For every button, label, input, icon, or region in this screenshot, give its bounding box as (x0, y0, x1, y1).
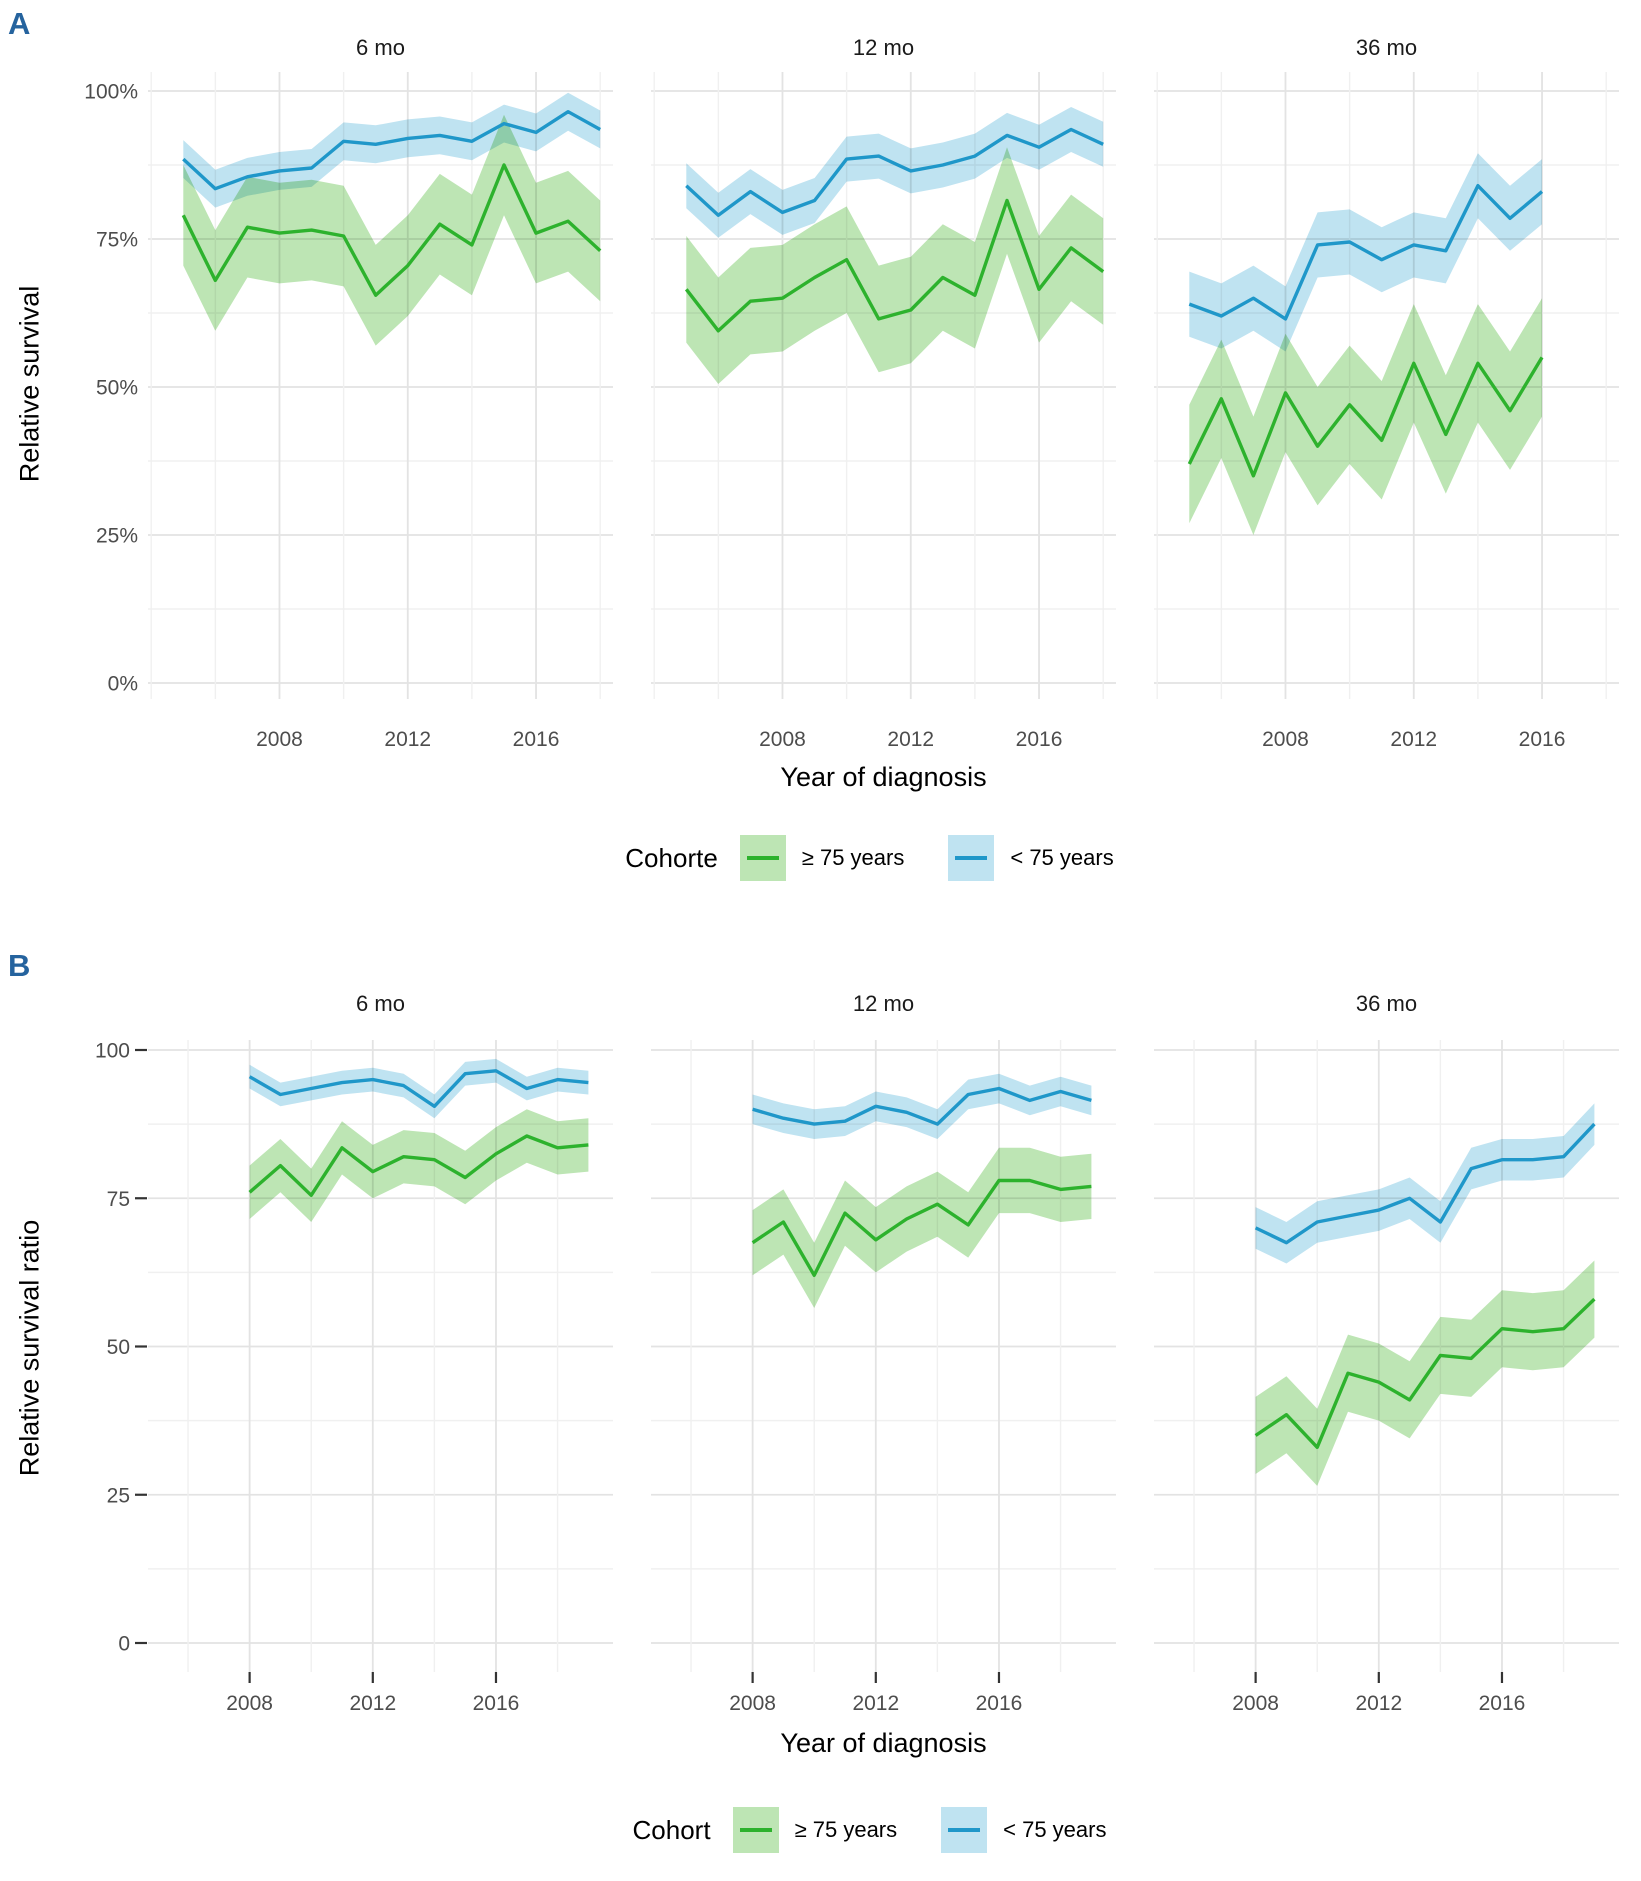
survival-line-lt75 (752, 1086, 1092, 1126)
confidence-band-ge75 (249, 1109, 589, 1222)
legend-label-ge75: ≥ 75 years (794, 1817, 898, 1842)
x-tick-label: 2016 (976, 1692, 1023, 1715)
panel-label-b: B (8, 948, 31, 983)
x-tick-label: 2008 (226, 1692, 273, 1715)
x-tick-label: 2016 (1016, 728, 1063, 751)
x-tick-label: 2016 (513, 728, 560, 751)
survival-line-ge75 (181, 163, 602, 297)
confidence-band-ge75 (1255, 1260, 1595, 1486)
legend-line-lt75-icon (948, 1828, 981, 1832)
confidence-band-ge75 (183, 114, 601, 346)
legend-label-lt75: < 75 years (1010, 845, 1114, 870)
x-axis-title-a: Year of diagnosis (780, 762, 987, 792)
legend-title-a: Cohorte (625, 842, 718, 873)
survival-line-ge75 (248, 1134, 589, 1198)
legend-line-ge75-icon (746, 856, 779, 860)
plot-area-a: 2008 2012 2016 2008 2012 2016 2008 2012 2016 100%… (84, 72, 1619, 751)
x-tick-label: 2012 (852, 1692, 899, 1715)
confidence-band-ge75 (1189, 298, 1542, 535)
x-tick-label: 2012 (349, 1692, 396, 1715)
survival-line-lt75 (685, 127, 1104, 218)
legend-line-lt75-icon (955, 856, 988, 860)
confidence-band-lt75 (752, 1073, 1092, 1139)
survival-line-lt75 (182, 109, 602, 191)
x-tick-label: 2008 (729, 1692, 776, 1715)
facet-title-b-6mo: 6 mo (356, 991, 405, 1016)
survival-line-lt75 (1188, 183, 1544, 321)
legend-label-lt75: < 75 years (1003, 1817, 1107, 1842)
x-tick-label: 2016 (1479, 1692, 1526, 1715)
legend-key-ge75-icon (739, 835, 786, 881)
legend-title-b: Cohort (632, 1814, 711, 1845)
x-tick-label: 2008 (1262, 728, 1309, 751)
x-tick-label: 2008 (256, 728, 303, 751)
y-tick-label: 75 (107, 1188, 130, 1211)
survival-line-lt75 (1254, 1122, 1596, 1245)
y-tick-label: 0 (118, 1633, 130, 1656)
legend-key-lt75-icon (948, 835, 995, 881)
x-tick-label: 2016 (473, 1692, 520, 1715)
x-tick-label: 2012 (887, 728, 934, 751)
legend-a: Cohorte ≥ 75 years < 75 years (148, 830, 1619, 886)
survival-line-ge75 (684, 198, 1105, 333)
confidence-band-lt75 (1255, 1103, 1595, 1264)
confidence-band-lt75 (249, 1058, 589, 1119)
y-tick-label: 0% (108, 673, 138, 696)
y-tick-label: 100% (84, 81, 138, 104)
y-tick-label: 25 (107, 1484, 130, 1507)
y-tick-label: 25% (96, 525, 138, 548)
y-tick-label: 100 (95, 1040, 130, 1063)
x-tick-label: 2008 (1232, 1692, 1279, 1715)
legend-key-ge75-icon (732, 1807, 779, 1853)
x-tick-label: 2008 (759, 728, 806, 751)
x-axis-title-b: Year of diagnosis (780, 1728, 987, 1758)
y-tick-label: 50% (96, 377, 138, 400)
facet-title-a-12mo: 12 mo (852, 35, 915, 60)
survival-line-lt75 (248, 1069, 589, 1109)
facet-title-a-6mo: 6 mo (356, 35, 405, 60)
y-tick-label: 75% (96, 229, 138, 252)
y-tick-label: 50 (107, 1336, 130, 1359)
confidence-band-ge75 (686, 147, 1104, 384)
x-tick-label: 2012 (1355, 1692, 1402, 1715)
panel-label-a: A (8, 6, 31, 41)
x-tick-label: 2016 (1519, 728, 1566, 751)
survival-line-ge75 (1254, 1297, 1596, 1449)
plot-area-b: 2008 2012 2016 2008 2012 2016 2008 2012 2016 100 7… (95, 1040, 1619, 1715)
legend-b: Cohort ≥ 75 years < 75 years (148, 1802, 1619, 1858)
facet-title-b-36mo: 36 mo (1355, 991, 1418, 1016)
legend-line-ge75-icon (739, 1828, 772, 1832)
facet-title-b-12mo: 12 mo (852, 991, 915, 1016)
confidence-band-lt75 (686, 107, 1104, 238)
x-tick-label: 2012 (1390, 728, 1437, 751)
confidence-band-ge75 (752, 1147, 1092, 1308)
facet-title-a-36mo: 36 mo (1355, 35, 1418, 60)
legend-key-lt75-icon (941, 1807, 988, 1853)
survival-line-ge75 (1187, 356, 1544, 478)
confidence-band-lt75 (183, 92, 601, 208)
legend-label-ge75: ≥ 75 years (801, 845, 905, 870)
survival-line-ge75 (751, 1178, 1092, 1278)
x-tick-label: 2012 (384, 728, 431, 751)
